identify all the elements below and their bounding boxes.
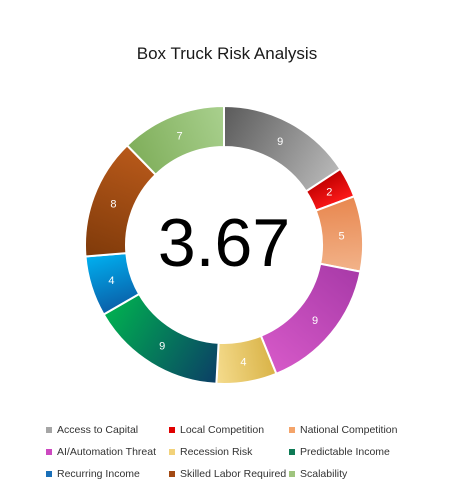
legend-swatch bbox=[169, 449, 175, 455]
legend-swatch bbox=[169, 427, 175, 433]
data-label-scalability: 7 bbox=[177, 131, 183, 143]
legend-swatch bbox=[46, 449, 52, 455]
donut-chart: 9 2 5 9 4 9 4 8 7 3.67 bbox=[84, 104, 364, 385]
legend-label: AI/Automation Threat bbox=[57, 446, 157, 458]
legend-label: Predictable Income bbox=[300, 446, 390, 458]
legend-swatch bbox=[169, 471, 175, 477]
data-label-recession-risk: 4 bbox=[240, 356, 246, 368]
chart-title: Box Truck Risk Analysis bbox=[136, 44, 318, 63]
legend-swatch bbox=[46, 471, 52, 477]
data-label-access-to-capital: 9 bbox=[277, 136, 283, 148]
data-label-predictable-income: 9 bbox=[159, 341, 165, 353]
legend-item-predictable-income: Predictable Income bbox=[289, 446, 390, 458]
legend-swatch bbox=[46, 427, 52, 433]
slice-scalability bbox=[125, 104, 225, 177]
data-label-local-competition: 2 bbox=[326, 187, 332, 199]
slice-access-to-capital bbox=[223, 104, 342, 193]
legend-swatch bbox=[289, 427, 295, 433]
legend-label: Skilled Labor Required bbox=[180, 468, 287, 480]
legend-item-local-competition: Local Competition bbox=[169, 424, 264, 436]
legend-label: National Competition bbox=[300, 424, 398, 436]
legend-item-recession-risk: Recession Risk bbox=[169, 446, 252, 458]
data-label-skilled-labor-required: 8 bbox=[110, 199, 116, 211]
legend-label: Recurring Income bbox=[57, 468, 140, 480]
legend-label: Access to Capital bbox=[57, 424, 139, 436]
legend-item-access-to-capital: Access to Capital bbox=[46, 424, 138, 436]
legend-item-recurring-income: Recurring Income bbox=[46, 468, 140, 480]
legend-item-national-competition: National Competition bbox=[289, 424, 397, 436]
legend-item-skilled-labor-required: Skilled Labor Required bbox=[169, 468, 286, 480]
legend-label: Recession Risk bbox=[180, 446, 253, 458]
data-label-national-competition: 5 bbox=[339, 230, 345, 242]
data-label-recurring-income: 4 bbox=[108, 275, 114, 287]
slice-predictable-income bbox=[102, 292, 220, 385]
legend-item-scalability: Scalability bbox=[289, 468, 347, 480]
legend-label: Local Competition bbox=[180, 424, 265, 436]
legend-swatch bbox=[289, 449, 295, 455]
legend-item-ai-automation-threat: AI/Automation Threat bbox=[46, 446, 156, 458]
legend-swatch bbox=[289, 471, 295, 477]
data-label-ai-automation-threat: 9 bbox=[312, 315, 318, 327]
legend-label: Scalability bbox=[300, 468, 348, 480]
center-value: 3.67 bbox=[158, 205, 290, 281]
